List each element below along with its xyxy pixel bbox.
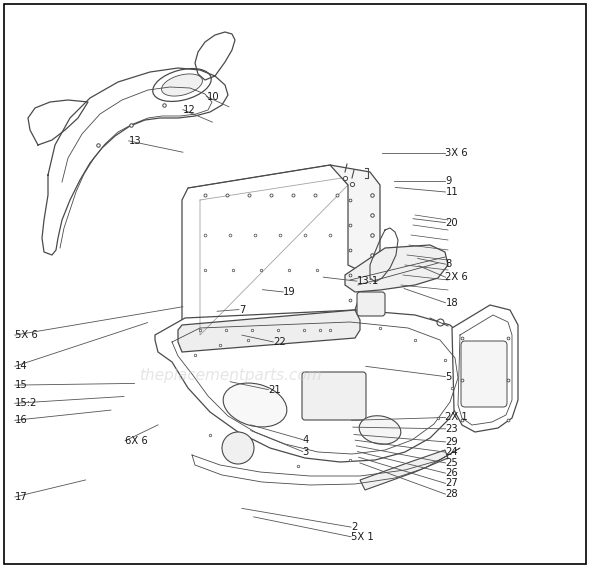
- Text: 3X 6: 3X 6: [445, 148, 468, 158]
- Text: 23: 23: [445, 424, 458, 434]
- Text: 6X 6: 6X 6: [125, 436, 148, 446]
- Text: 7: 7: [239, 304, 245, 315]
- Text: 12: 12: [183, 105, 196, 115]
- Text: 24: 24: [445, 447, 458, 457]
- Text: 5X 6: 5X 6: [15, 330, 38, 340]
- Polygon shape: [155, 310, 472, 462]
- Ellipse shape: [153, 69, 211, 102]
- Text: 28: 28: [445, 489, 458, 499]
- Text: 13: 13: [129, 136, 141, 146]
- FancyBboxPatch shape: [357, 292, 385, 316]
- FancyBboxPatch shape: [302, 372, 366, 420]
- Text: 11: 11: [445, 187, 458, 197]
- Text: 15:2: 15:2: [15, 398, 37, 408]
- Text: 18: 18: [445, 298, 458, 308]
- Text: 5: 5: [445, 371, 452, 382]
- Text: 20: 20: [445, 218, 458, 228]
- Circle shape: [222, 432, 254, 464]
- Text: 16: 16: [15, 415, 28, 425]
- Ellipse shape: [162, 74, 202, 96]
- Text: 25: 25: [445, 458, 458, 468]
- Text: 14: 14: [15, 361, 27, 371]
- Text: 21: 21: [268, 385, 281, 395]
- FancyBboxPatch shape: [461, 341, 507, 407]
- Text: 17: 17: [15, 492, 28, 502]
- Text: 9: 9: [445, 176, 452, 186]
- Text: 29: 29: [445, 437, 458, 447]
- Text: 5X 1: 5X 1: [351, 532, 374, 542]
- Polygon shape: [330, 165, 380, 270]
- Text: 27: 27: [445, 478, 458, 488]
- Text: 13:1: 13:1: [357, 276, 379, 286]
- Text: 10: 10: [206, 91, 219, 102]
- Text: 26: 26: [445, 468, 458, 478]
- Text: 2: 2: [351, 522, 358, 532]
- Polygon shape: [178, 310, 360, 352]
- Text: 8: 8: [445, 259, 452, 269]
- Text: 3: 3: [303, 446, 309, 457]
- Polygon shape: [345, 245, 448, 292]
- Text: 4: 4: [303, 435, 309, 445]
- Polygon shape: [182, 165, 360, 340]
- Text: 19: 19: [283, 287, 296, 297]
- Ellipse shape: [223, 383, 287, 427]
- Polygon shape: [360, 450, 448, 490]
- Text: 2X 1: 2X 1: [445, 412, 468, 423]
- Text: 2X 6: 2X 6: [445, 272, 468, 282]
- Text: 22: 22: [273, 337, 286, 347]
- Ellipse shape: [359, 416, 401, 444]
- Text: theplacementparts.com: theplacementparts.com: [139, 367, 322, 382]
- Text: 15: 15: [15, 380, 28, 390]
- Polygon shape: [452, 305, 518, 432]
